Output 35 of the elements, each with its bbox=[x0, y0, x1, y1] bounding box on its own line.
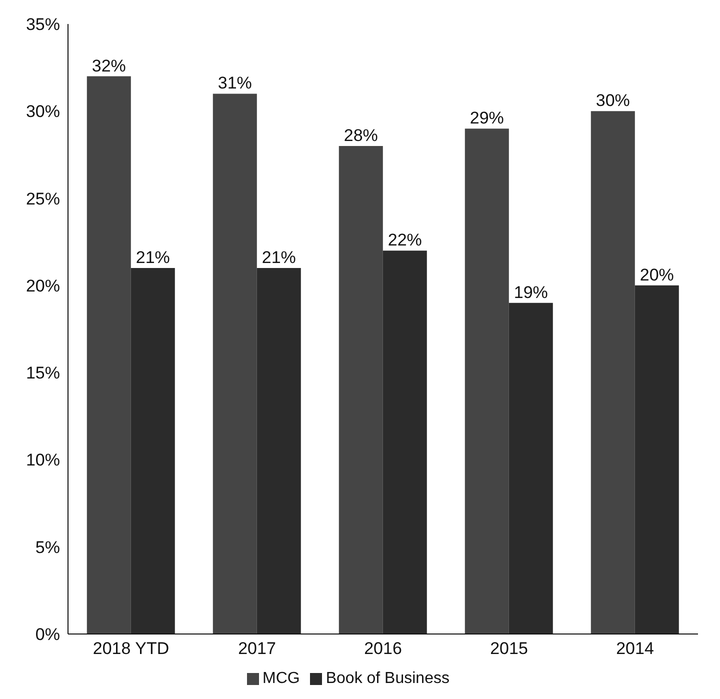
bar bbox=[256, 268, 301, 634]
bar bbox=[338, 146, 383, 634]
x-tick-label: 2015 bbox=[490, 639, 528, 658]
data-label: 22% bbox=[388, 230, 422, 250]
bar bbox=[382, 250, 427, 634]
bar bbox=[464, 128, 509, 634]
x-tick-label: 2017 bbox=[238, 639, 276, 658]
bar bbox=[212, 94, 257, 634]
data-label: 28% bbox=[344, 126, 378, 145]
data-label: 20% bbox=[640, 265, 674, 284]
legend-label: Book of Business bbox=[326, 670, 450, 687]
y-tick-label: 35% bbox=[26, 15, 60, 34]
bar bbox=[590, 111, 635, 634]
bar bbox=[130, 268, 175, 634]
y-tick-label: 0% bbox=[35, 625, 60, 644]
y-tick-label: 15% bbox=[26, 364, 60, 383]
data-label: 32% bbox=[92, 56, 126, 76]
data-label: 29% bbox=[470, 108, 504, 128]
data-label: 31% bbox=[218, 74, 252, 93]
data-label: 21% bbox=[262, 248, 296, 267]
data-label: 19% bbox=[514, 282, 548, 302]
x-tick-label: 2018 YTD bbox=[92, 639, 170, 658]
y-tick-label: 10% bbox=[26, 450, 60, 470]
legend-label: MCG bbox=[262, 670, 300, 687]
y-tick-label: 5% bbox=[35, 538, 60, 557]
y-tick-label: 20% bbox=[26, 276, 60, 296]
bar bbox=[86, 76, 131, 634]
bar bbox=[508, 302, 553, 634]
x-tick-label: 2016 bbox=[364, 639, 402, 658]
x-tick-label: 2014 bbox=[616, 639, 654, 658]
data-label: 21% bbox=[136, 248, 170, 267]
y-tick-label: 30% bbox=[26, 102, 60, 122]
y-tick-label: 25% bbox=[26, 189, 60, 208]
data-label: 30% bbox=[596, 91, 630, 110]
bar bbox=[634, 285, 679, 634]
